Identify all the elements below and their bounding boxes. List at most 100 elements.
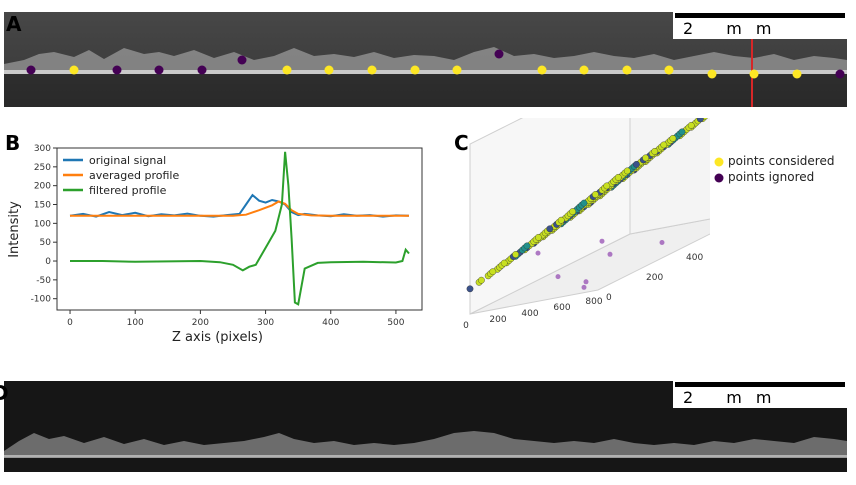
x-tick-label: 200 bbox=[192, 318, 209, 328]
y-tick-label: 250 bbox=[34, 163, 51, 173]
panel-a-point bbox=[622, 65, 632, 75]
panel-a-point bbox=[494, 49, 504, 59]
panel-a-scale-bar bbox=[675, 13, 845, 18]
panel-b-chart: 0 100 200 300 400 500300250200150100500-50-10… bbox=[31, 144, 423, 328]
y-tick-label: 200 bbox=[34, 182, 51, 192]
considered-point bbox=[523, 242, 531, 250]
x-tick-label: 0 bbox=[463, 321, 469, 331]
panel-a-point bbox=[792, 69, 802, 79]
panel-a-point bbox=[282, 65, 292, 75]
y-tick-label: -50 bbox=[36, 276, 51, 286]
panel-a-point bbox=[664, 65, 674, 75]
considered-point bbox=[477, 276, 485, 284]
considered-point bbox=[489, 268, 497, 276]
panel-d-scale-box: 2 mm bbox=[673, 381, 847, 408]
panel-b-ylabel: Intensity bbox=[6, 201, 22, 258]
considered-point bbox=[591, 191, 599, 198]
panel-c-side-wall bbox=[469, 118, 631, 315]
panel-a-point bbox=[537, 65, 547, 75]
ignored-point bbox=[599, 238, 605, 244]
legend-ignored-marker bbox=[714, 173, 724, 183]
panel-d-tissue bbox=[4, 431, 847, 457]
considered-point bbox=[669, 134, 677, 142]
panel-a-point bbox=[154, 65, 164, 75]
y-tick-label: 400 bbox=[686, 253, 703, 263]
panel-b-plot-area bbox=[56, 147, 423, 311]
panel-d-scale-label: 2 mm bbox=[683, 388, 786, 407]
legend-label: original signal bbox=[89, 154, 166, 167]
considered-point bbox=[546, 225, 554, 233]
y-tick-label: 0 bbox=[606, 293, 612, 303]
panel-a-point bbox=[452, 65, 462, 75]
panel-a-scale-box: 2 mm bbox=[673, 12, 847, 39]
panel-a-point bbox=[112, 65, 122, 75]
averaged-profile-line bbox=[70, 200, 409, 217]
legend-label: filtered profile bbox=[89, 184, 167, 197]
x-tick-label: 300 bbox=[257, 318, 274, 328]
ignored-point bbox=[659, 240, 665, 245]
legend-considered-label: points considered bbox=[728, 154, 835, 168]
considered-point bbox=[660, 141, 668, 149]
considered-point bbox=[632, 161, 640, 168]
panel-d-scale-bar bbox=[675, 382, 845, 387]
considered-point bbox=[642, 154, 650, 162]
considered-point bbox=[466, 285, 474, 293]
panel-c-back-wall bbox=[629, 118, 710, 235]
panel-b-xlabel: Z axis (pixels) bbox=[172, 330, 263, 345]
x-tick-label: 100 bbox=[127, 318, 144, 328]
x-tick-label: 200 bbox=[489, 315, 506, 325]
x-tick-label: 400 bbox=[322, 318, 339, 328]
panel-c-chart: 5004504003503002502000200400600800020040… bbox=[463, 118, 710, 331]
filtered-profile-line bbox=[70, 151, 410, 306]
ignored-point bbox=[535, 250, 541, 256]
considered-point bbox=[696, 118, 704, 123]
considered-point bbox=[557, 216, 565, 224]
considered-point bbox=[535, 234, 542, 241]
legend-considered-marker bbox=[714, 157, 724, 167]
ignored-point bbox=[607, 251, 613, 257]
considered-point bbox=[651, 148, 659, 155]
considered-point bbox=[614, 174, 622, 181]
x-tick-label: 800 bbox=[585, 297, 602, 307]
x-tick-label: 400 bbox=[521, 309, 538, 319]
y-tick-label: 50 bbox=[40, 238, 52, 248]
y-tick-label: -100 bbox=[31, 295, 52, 305]
y-tick-label: 300 bbox=[34, 144, 51, 154]
panel-a-scale-label: 2 mm bbox=[683, 19, 786, 38]
x-tick-label: 500 bbox=[387, 318, 404, 328]
considered-point bbox=[603, 182, 611, 190]
ignored-point bbox=[583, 279, 589, 285]
considered-point bbox=[500, 259, 508, 267]
panel-a-point bbox=[749, 69, 759, 79]
panel-c-letter: C bbox=[454, 131, 469, 155]
panel-a-point bbox=[197, 65, 207, 75]
y-tick-label: 0 bbox=[45, 257, 51, 267]
panel-a-point bbox=[367, 65, 377, 75]
y-tick-label: 100 bbox=[34, 219, 51, 229]
y-tick-label: 200 bbox=[646, 273, 663, 283]
considered-point bbox=[623, 167, 631, 175]
considered-point bbox=[687, 121, 695, 129]
considered-point bbox=[580, 199, 588, 207]
panel-a-point bbox=[835, 69, 845, 79]
ignored-point bbox=[581, 284, 587, 290]
y-tick-label: 150 bbox=[34, 201, 51, 211]
panel-c-legend: points considered points ignored bbox=[712, 152, 856, 188]
panel-a-point bbox=[324, 65, 334, 75]
x-tick-label: 0 bbox=[67, 318, 73, 328]
panel-b-letter: B bbox=[5, 131, 21, 155]
x-tick-label: 600 bbox=[553, 303, 570, 313]
panel-a-letter: A bbox=[6, 12, 22, 36]
panel-a-point bbox=[410, 65, 420, 75]
panel-a-point bbox=[579, 65, 589, 75]
original-signal-line bbox=[69, 193, 410, 218]
considered-point bbox=[678, 128, 686, 136]
panel-a-point bbox=[69, 65, 79, 75]
panel-a-point bbox=[26, 65, 36, 75]
panel-a-tissue bbox=[4, 47, 847, 74]
panel-a-point bbox=[237, 55, 247, 65]
panel-d-letter: D bbox=[0, 381, 9, 405]
legend-label: averaged profile bbox=[89, 169, 179, 182]
panel-a-point bbox=[707, 69, 717, 79]
ignored-point bbox=[555, 274, 561, 280]
